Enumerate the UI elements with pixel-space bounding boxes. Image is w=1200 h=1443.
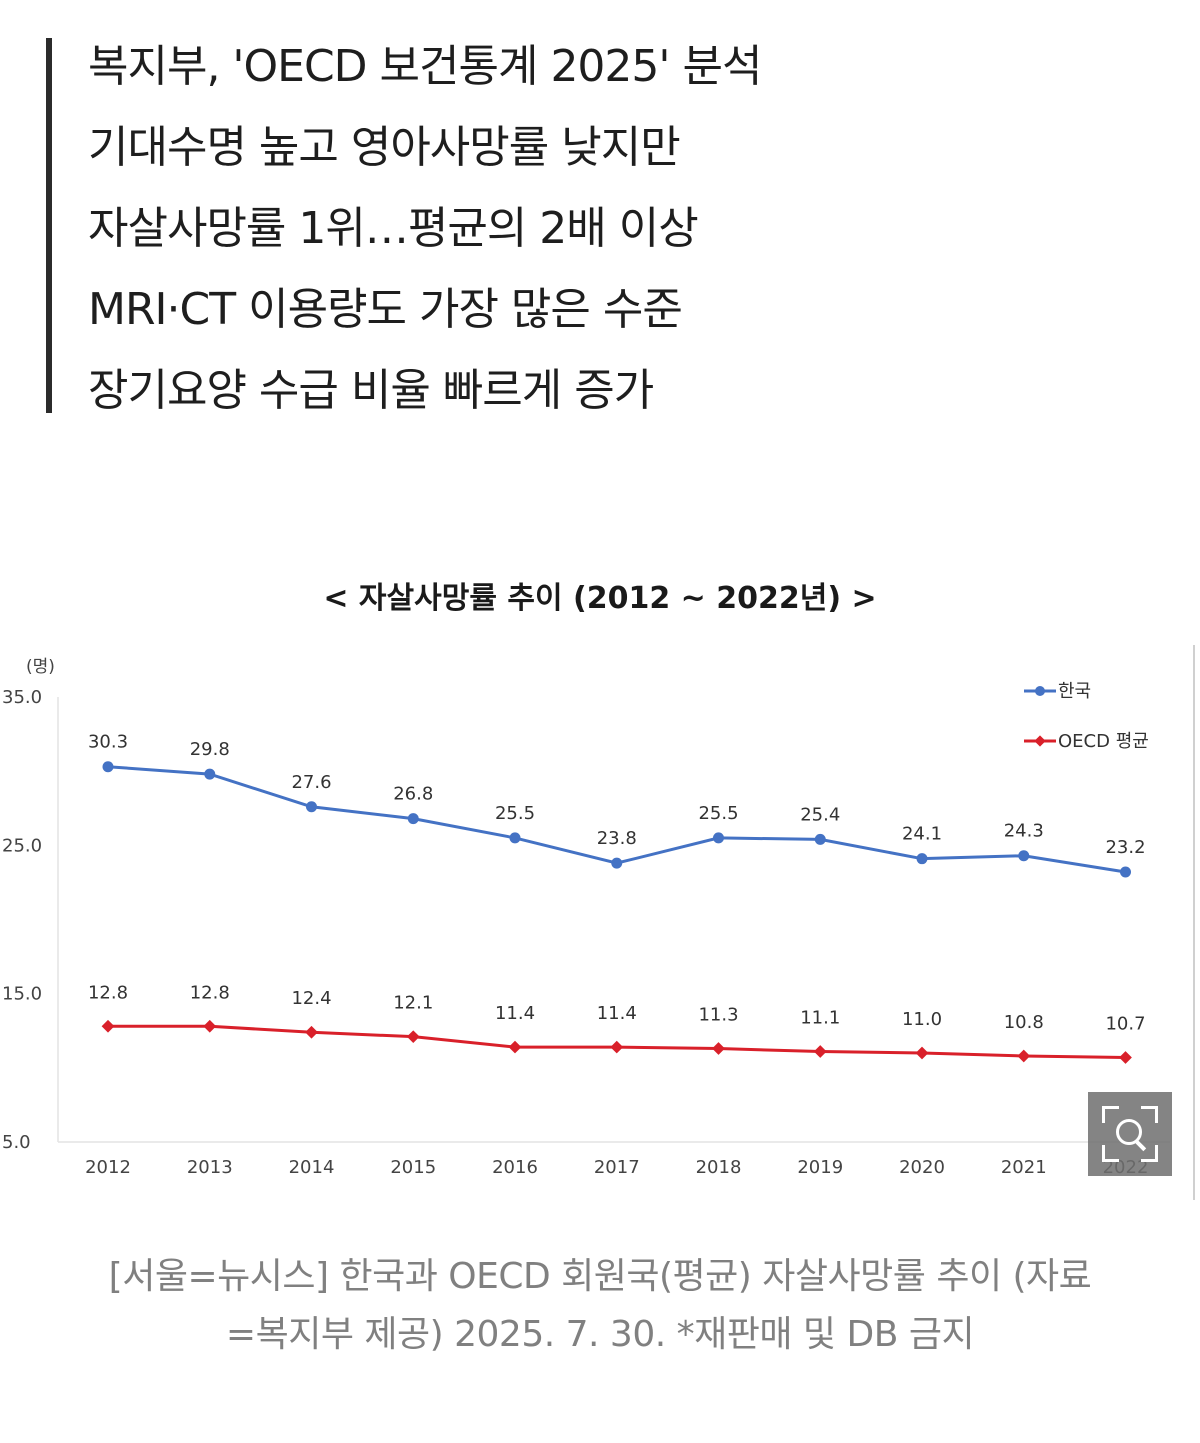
data-point — [610, 1040, 624, 1054]
data-point — [407, 813, 419, 825]
data-point — [814, 833, 826, 845]
headline-line: 자살사망률 1위…평균의 2배 이상 — [88, 203, 699, 254]
frame-corner-icon — [1102, 1106, 1119, 1123]
headline-accent-bar — [46, 38, 52, 413]
data-point — [508, 1040, 522, 1054]
data-label: 12.8 — [88, 982, 128, 1003]
legend-label: OECD 평균 — [1058, 731, 1149, 752]
data-point — [1017, 1049, 1031, 1063]
x-tick-label: 2020 — [899, 1157, 945, 1178]
headline-line: 장기요양 수급 비율 빠르게 증가 — [88, 365, 654, 416]
series-line-korea — [107, 765, 1126, 874]
headline-block: 복지부, 'OECD 보건통계 2025' 분석 기대수명 높고 영아사망률 낮… — [46, 38, 1146, 416]
data-point — [509, 832, 521, 844]
data-point — [102, 761, 114, 773]
chart-figure[interactable]: < 자살사망률 추이 (2012 ~ 2022년) > (명) 35.0 25.0 15… — [0, 560, 1200, 1200]
zoom-search-icon — [1116, 1119, 1142, 1145]
x-tick-label: 2015 — [390, 1157, 436, 1178]
x-tick-label: 2019 — [797, 1157, 843, 1178]
data-label: 25.5 — [698, 803, 738, 824]
frame-corner-icon — [1141, 1145, 1158, 1162]
data-label: 10.8 — [1004, 1012, 1044, 1033]
data-point — [101, 1019, 115, 1033]
data-point — [713, 832, 724, 844]
data-label: 12.8 — [190, 982, 230, 1003]
headline-lines: 복지부, 'OECD 보건통계 2025' 분석 기대수명 높고 영아사망률 낮… — [88, 38, 762, 431]
legend-label: 한국 — [1058, 681, 1091, 702]
data-label: 25.5 — [495, 803, 535, 824]
y-unit-label: (명) — [26, 657, 55, 677]
caption-line: [서울=뉴시스] 한국과 OECD 회원국(평균) 자살사망률 추이 (자료 — [108, 1256, 1092, 1297]
legend-marker — [1034, 735, 1046, 747]
x-tick-label: 2016 — [492, 1157, 538, 1178]
y-tick-label: 5.0 — [2, 1132, 31, 1153]
headline-line: 복지부, 'OECD 보건통계 2025' 분석 — [88, 41, 762, 92]
line-chart: < 자살사망률 추이 (2012 ~ 2022년) > (명) 35.0 25.0 15… — [2, 581, 1195, 1200]
data-label: 29.8 — [190, 739, 230, 760]
zoom-search-handle — [1135, 1140, 1147, 1152]
y-tick-label: 15.0 — [2, 984, 42, 1005]
zoom-button[interactable] — [1088, 1092, 1172, 1176]
data-point — [813, 1045, 827, 1058]
data-label: 11.4 — [597, 1003, 637, 1024]
data-point — [204, 768, 216, 780]
data-label: 24.3 — [1004, 821, 1044, 842]
x-tick-label: 2018 — [696, 1157, 742, 1178]
data-label: 30.3 — [88, 732, 128, 753]
data-label: 11.3 — [698, 1005, 738, 1026]
data-point — [1119, 1051, 1132, 1064]
data-label: 10.7 — [1105, 1013, 1145, 1034]
data-point — [611, 857, 623, 869]
data-point — [306, 801, 317, 813]
x-tick-label: 2021 — [1001, 1157, 1047, 1178]
y-tick-label: 25.0 — [2, 835, 42, 856]
chart-title: < 자살사망률 추이 (2012 ~ 2022년) > — [323, 581, 876, 616]
data-label: 26.8 — [393, 784, 433, 805]
data-point — [305, 1025, 318, 1039]
data-point — [406, 1030, 420, 1044]
data-point — [203, 1019, 217, 1033]
frame-corner-icon — [1141, 1106, 1158, 1123]
data-point — [1018, 850, 1030, 862]
data-point — [1120, 866, 1131, 878]
data-label: 23.2 — [1105, 837, 1145, 858]
data-label: 11.4 — [495, 1003, 535, 1024]
data-point — [712, 1042, 725, 1055]
x-tick-label: 2012 — [85, 1157, 131, 1178]
x-tick-label: 2013 — [187, 1157, 233, 1178]
data-label: 27.6 — [291, 772, 331, 793]
x-tick-label: 2017 — [594, 1157, 640, 1178]
y-tick-label: 35.0 — [2, 687, 42, 708]
data-label: 12.4 — [291, 988, 331, 1009]
data-label: 23.8 — [597, 828, 637, 849]
data-point — [915, 1046, 929, 1060]
headline-line: MRI·CT 이용량도 가장 많은 수준 — [88, 284, 683, 335]
data-point — [916, 853, 928, 865]
frame-corner-icon — [1102, 1145, 1119, 1162]
photo-caption: [서울=뉴시스] 한국과 OECD 회원국(평균) 자살사망률 추이 (자료 =… — [40, 1248, 1160, 1364]
caption-line: =복지부 제공) 2025. 7. 30. *재판매 및 DB 금지 — [225, 1314, 975, 1355]
legend-marker — [1035, 686, 1045, 696]
data-label: 12.1 — [393, 993, 433, 1014]
data-label: 11.1 — [800, 1008, 840, 1029]
headline-line: 기대수명 높고 영아사망률 낮지만 — [88, 122, 681, 173]
x-tick-label: 2014 — [289, 1157, 335, 1178]
data-label: 25.4 — [800, 804, 840, 825]
data-label: 11.0 — [902, 1009, 942, 1030]
data-label: 24.1 — [902, 824, 942, 845]
